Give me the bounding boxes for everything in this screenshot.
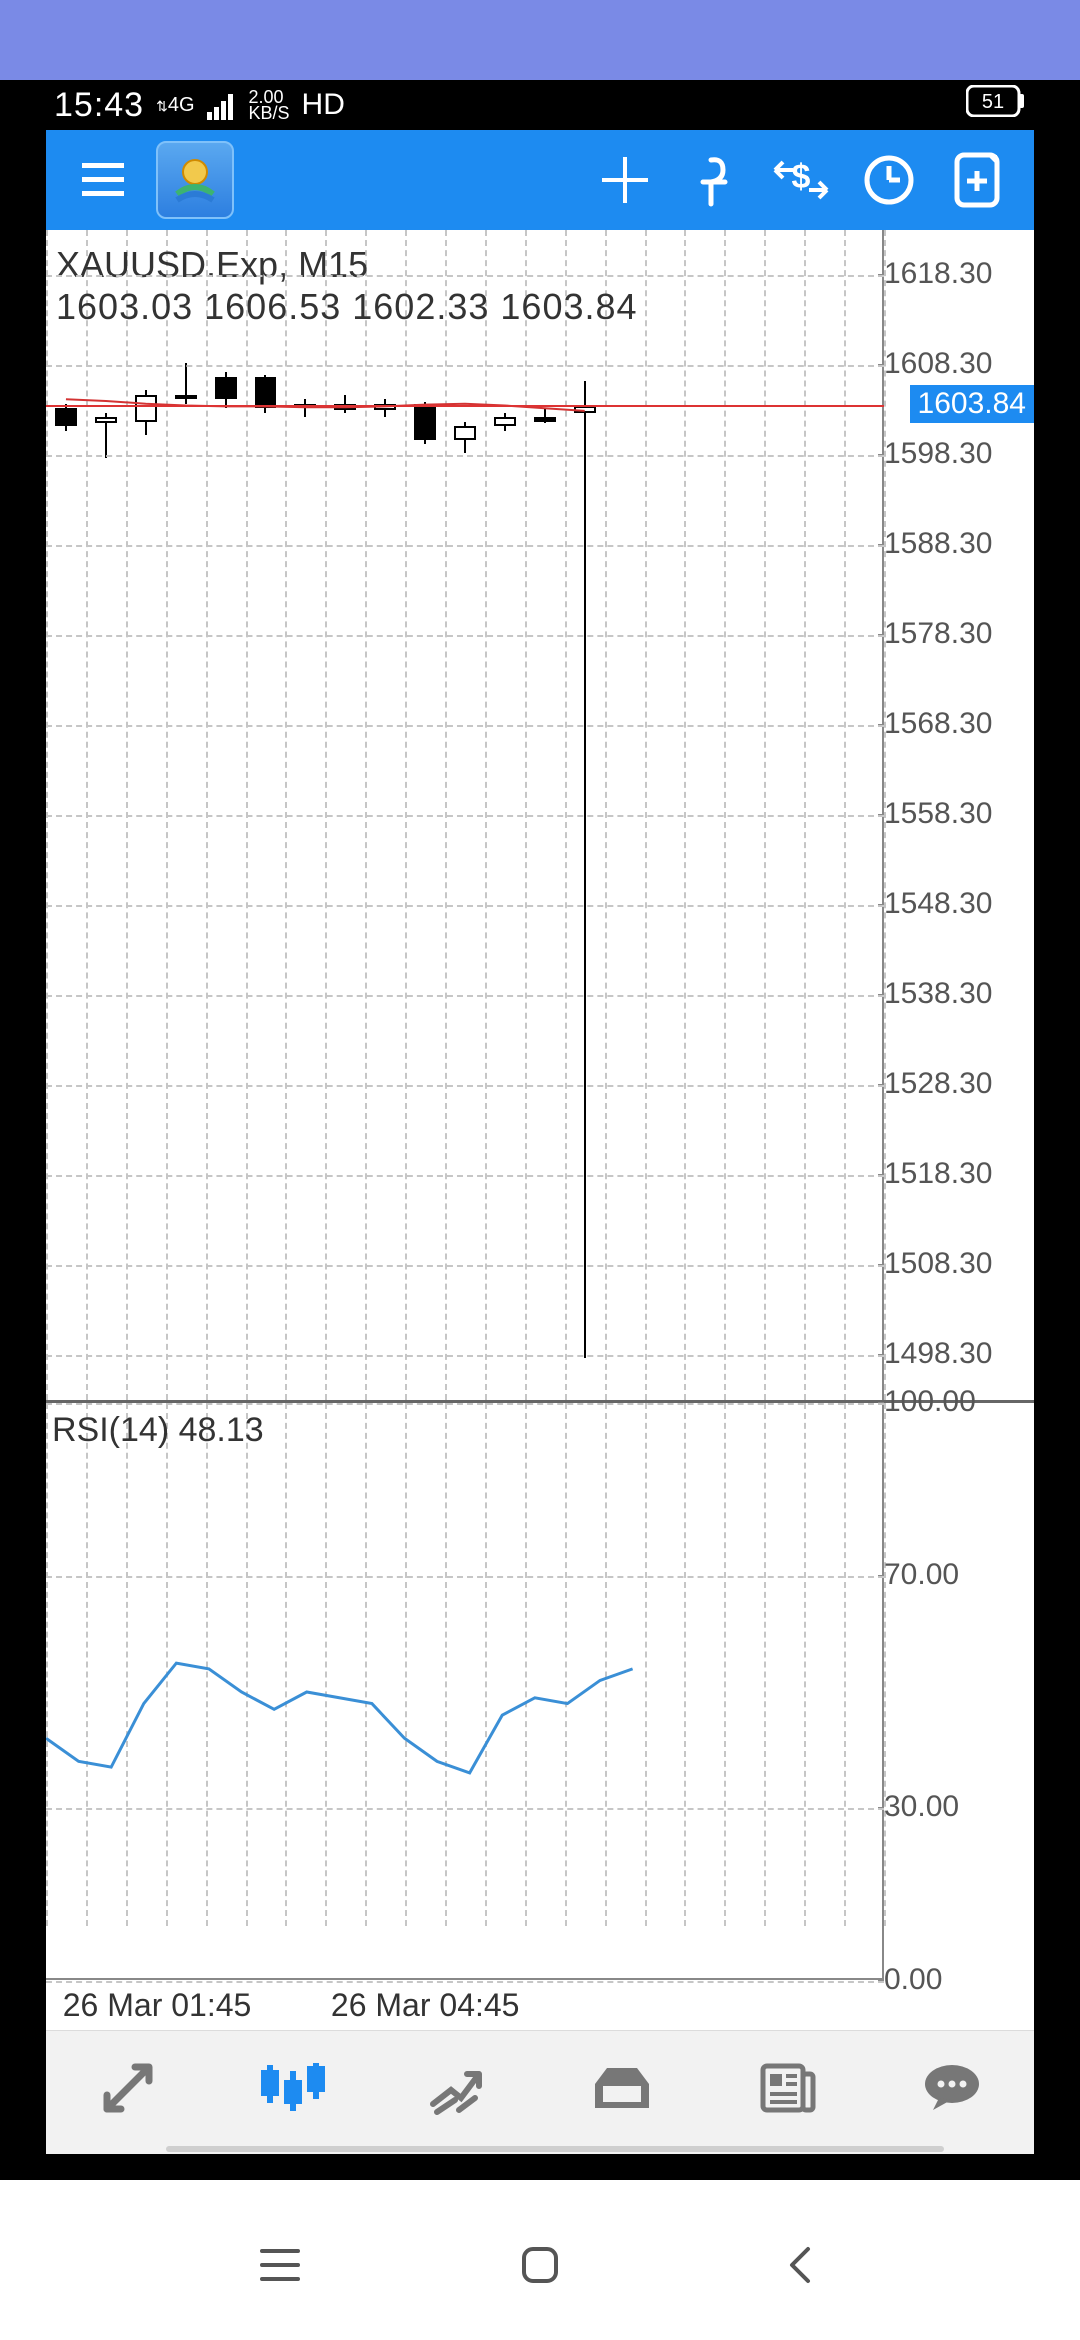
signal-bars-icon <box>207 86 237 125</box>
time-tick: 26 Mar 01:45 <box>63 1987 252 2024</box>
symbol-label: XAUUSD.Exp, M15 <box>56 244 368 286</box>
nav-home-button[interactable] <box>505 2230 575 2300</box>
time-tick: 26 Mar 04:45 <box>331 1987 520 2024</box>
rsi-label: RSI(14) 48.13 <box>52 1411 264 1450</box>
menu-button[interactable] <box>68 145 138 215</box>
price-ytick: 1538.30 <box>884 977 992 1011</box>
current-price-tag: 1603.84 <box>910 385 1034 423</box>
rsi-ytick: 0.00 <box>884 1963 942 1997</box>
rsi-ytick: 70.00 <box>884 1558 959 1592</box>
price-ytick: 1578.30 <box>884 617 992 651</box>
tab-chart[interactable] <box>253 2048 333 2128</box>
price-ytick: 1548.30 <box>884 887 992 921</box>
app-toolbar: $ <box>46 130 1034 230</box>
rsi-panel[interactable]: 100.0070.0030.000.00 RSI(14) 48.13 26 Ma… <box>46 1400 1034 2030</box>
tab-news[interactable] <box>747 2048 827 2128</box>
battery-icon: 51 <box>966 85 1026 126</box>
chart-area[interactable]: 1618.30 1608.30 1598.30 1588.30 1578.30 1568.… <box>46 230 1034 2030</box>
timeframe-button[interactable] <box>854 145 924 215</box>
rsi-ytick: 30.00 <box>884 1790 959 1824</box>
price-chart[interactable]: 1618.30 1608.30 1598.30 1588.30 1578.30 1568.… <box>46 230 1034 1400</box>
battery-level: 51 <box>982 91 1004 113</box>
tab-messages[interactable] <box>912 2048 992 2128</box>
ohlc-label: 1603.03 1606.53 1602.33 1603.84 <box>56 286 638 328</box>
price-ytick: 1558.30 <box>884 797 992 831</box>
time-axis: 26 Mar 01:45 26 Mar 04:45 <box>46 1978 884 2030</box>
data-speed: 2.00KB/S <box>249 89 290 121</box>
tab-history[interactable] <box>582 2048 662 2128</box>
price-ytick: 1528.30 <box>884 1067 992 1101</box>
scroll-indicator <box>46 2144 1034 2154</box>
price-ytick: 1498.30 <box>884 1337 992 1371</box>
price-ytick: 1508.30 <box>884 1247 992 1281</box>
indicators-button[interactable] <box>678 145 748 215</box>
price-ytick: 1598.30 <box>884 437 992 471</box>
notification-strip <box>0 0 1080 80</box>
price-ytick: 1588.30 <box>884 527 992 561</box>
price-ytick: 1608.30 <box>884 347 992 381</box>
status-time: 15:43 <box>54 86 144 125</box>
tab-quotes[interactable] <box>88 2048 168 2128</box>
rsi-ytick: 100.00 <box>884 1385 976 1419</box>
system-nav-bar <box>0 2190 1080 2340</box>
rsi-line <box>46 1663 633 1773</box>
crosshair-button[interactable] <box>590 145 660 215</box>
new-order-button[interactable] <box>942 145 1012 215</box>
network-type-icon: ⇅4G <box>156 96 194 115</box>
tab-trade[interactable] <box>418 2048 498 2128</box>
app-logo-icon <box>156 141 234 219</box>
price-ytick: 1618.30 <box>884 257 992 291</box>
svg-text:$: $ <box>792 158 811 196</box>
nav-recent-button[interactable] <box>245 2230 315 2300</box>
price-ytick: 1518.30 <box>884 1157 992 1191</box>
hd-indicator: HD <box>302 88 345 122</box>
symbol-button[interactable]: $ <box>766 145 836 215</box>
nav-back-button[interactable] <box>765 2230 835 2300</box>
status-bar: 15:43 ⇅4G 2.00KB/S HD 51 <box>46 80 1034 130</box>
price-ytick: 1568.30 <box>884 707 992 741</box>
bottom-tab-bar <box>46 2030 1034 2144</box>
